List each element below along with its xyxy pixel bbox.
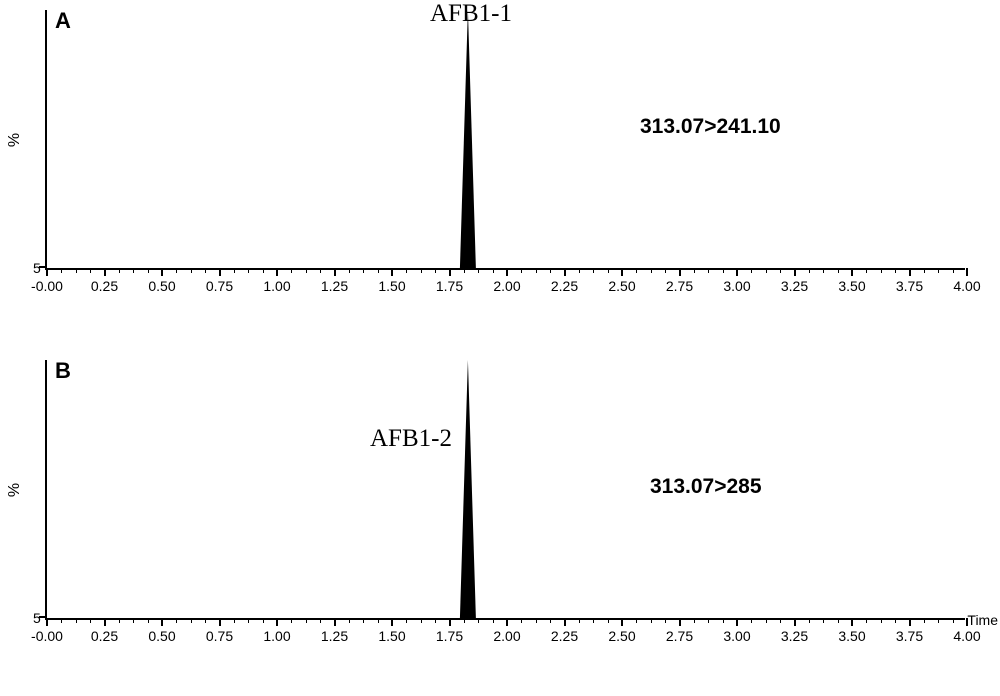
x-tick-label: 3.75	[896, 628, 923, 644]
x-tick-label: -0.00	[31, 628, 63, 644]
x-tick-label: 2.75	[666, 628, 693, 644]
x-tick-label: 1.00	[263, 278, 290, 294]
x-tick-label: 0.25	[91, 278, 118, 294]
x-tick-label: 2.50	[608, 628, 635, 644]
x-tick-label: 4.00	[953, 628, 980, 644]
x-tick-label: -0.00	[31, 278, 63, 294]
y-axis-title: %	[6, 133, 24, 147]
x-axis-title: Time	[967, 612, 998, 628]
x-tick-label: 2.00	[493, 628, 520, 644]
plot-area: -0.000.250.500.751.001.251.501.752.002.2…	[45, 360, 965, 620]
x-tick-label: 1.50	[378, 278, 405, 294]
x-tick-label: 3.75	[896, 278, 923, 294]
mass-transition-annotation: 313.07>285	[650, 475, 762, 499]
x-tick-label: 3.00	[723, 628, 750, 644]
x-tick-label: 1.25	[321, 278, 348, 294]
plot-area: -0.000.250.500.751.001.251.501.752.002.2…	[45, 10, 965, 270]
x-tick-label: 3.50	[838, 628, 865, 644]
y-tick-label: 5	[33, 260, 41, 276]
chromatogram-panel-a: -0.00 0.25 0.50 0.75 1.00 1.25 1.50 1.75 2.00 2.2…	[0, 0, 1000, 310]
x-tick-label: 2.25	[551, 278, 578, 294]
x-tick-label: 3.25	[781, 278, 808, 294]
chart-title: AFB1-2	[370, 425, 452, 453]
y-tick	[39, 266, 47, 268]
x-tick-label: 2.00	[493, 278, 520, 294]
chromatogram-peak	[47, 10, 967, 270]
panel-label: B	[55, 358, 71, 384]
x-tick-label: 1.25	[321, 628, 348, 644]
x-tick-label: 0.75	[206, 628, 233, 644]
x-tick-label: 1.75	[436, 628, 463, 644]
chromatogram-peak	[47, 360, 967, 620]
mass-transition-annotation: 313.07>241.10	[640, 115, 781, 139]
x-tick-label: 2.25	[551, 628, 578, 644]
x-tick-label: 0.50	[148, 628, 175, 644]
y-tick-label: 5	[33, 610, 41, 626]
x-tick-label: 1.00	[263, 628, 290, 644]
x-tick-label: 0.25	[91, 628, 118, 644]
x-tick-label: 3.50	[838, 278, 865, 294]
x-tick-label: 4.00	[953, 278, 980, 294]
panel-label: A	[55, 8, 71, 34]
chart-title: AFB1-1	[430, 0, 512, 28]
chromatogram-panel-b: -0.00 0.25 0.50 0.75 1.00 1.25 1.50 1.75 2.00 2.2…	[0, 350, 1000, 660]
x-tick-label: 3.00	[723, 278, 750, 294]
x-tick-label: 2.75	[666, 278, 693, 294]
x-tick-label: 3.25	[781, 628, 808, 644]
y-tick	[39, 616, 47, 618]
x-tick-label: 0.75	[206, 278, 233, 294]
x-tick-label: 1.75	[436, 278, 463, 294]
x-tick-label: 2.50	[608, 278, 635, 294]
x-tick-label: 1.50	[378, 628, 405, 644]
x-tick-label: 0.50	[148, 278, 175, 294]
y-axis-title: %	[6, 483, 24, 497]
